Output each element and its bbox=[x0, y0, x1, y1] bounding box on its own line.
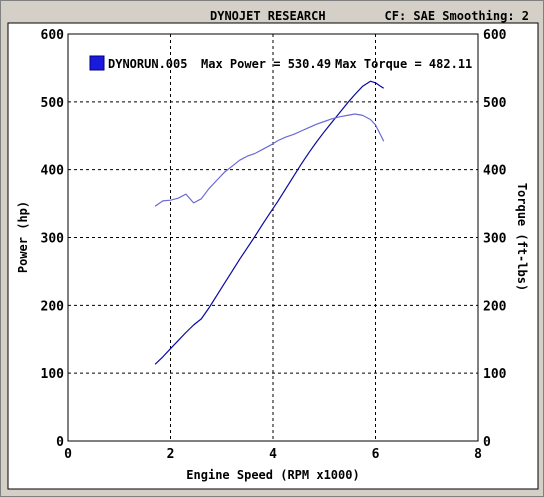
y2-axis-label: Torque (ft-lbs) bbox=[515, 183, 529, 291]
header-settings: CF: SAE Smoothing: 2 bbox=[384, 9, 530, 23]
legend-run-label: DYNORUN.005 bbox=[108, 57, 187, 71]
y2-tick-label: 600 bbox=[483, 28, 507, 43]
x-tick-label: 6 bbox=[372, 447, 380, 462]
tick-labels: 0 2 4 6 801002003004005006000100200300400500… bbox=[41, 28, 507, 462]
y-tick-label: 600 bbox=[41, 28, 65, 43]
series-layer bbox=[154, 80, 385, 365]
header-title: DYNOJET RESEARCH bbox=[210, 9, 326, 23]
legend-swatch bbox=[89, 55, 105, 71]
legend-max-power: Max Power = 530.49 bbox=[201, 57, 331, 71]
x-tick-label: 4 bbox=[269, 447, 277, 462]
y-tick-label: 400 bbox=[41, 164, 65, 179]
y2-tick-label: 100 bbox=[483, 367, 507, 382]
legend: DYNORUN.005 Max Power = 530.49 Max Torqu… bbox=[89, 55, 472, 71]
y2-tick-label: 0 bbox=[483, 435, 491, 450]
y2-tick-label: 200 bbox=[483, 299, 507, 314]
y-tick-label: 0 bbox=[56, 435, 64, 450]
x-tick-label: 8 bbox=[474, 447, 482, 462]
y-tick-label: 200 bbox=[41, 299, 65, 314]
y2-tick-label: 400 bbox=[483, 164, 507, 179]
grid-lines bbox=[68, 34, 478, 441]
legend-max-torque: Max Torque = 482.11 bbox=[335, 57, 472, 71]
y-tick-label: 500 bbox=[41, 96, 65, 111]
torque-line bbox=[154, 113, 385, 207]
power-line bbox=[154, 80, 385, 365]
x-axis-label: Engine Speed (RPM x1000) bbox=[186, 468, 359, 482]
y-axis-label: Power (hp) bbox=[16, 201, 30, 273]
y-tick-label: 300 bbox=[41, 232, 65, 247]
y2-tick-label: 300 bbox=[483, 232, 507, 247]
y2-tick-label: 500 bbox=[483, 96, 507, 111]
x-tick-label: 0 bbox=[64, 447, 72, 462]
y-tick-label: 100 bbox=[41, 367, 65, 382]
x-tick-label: 2 bbox=[167, 447, 175, 462]
